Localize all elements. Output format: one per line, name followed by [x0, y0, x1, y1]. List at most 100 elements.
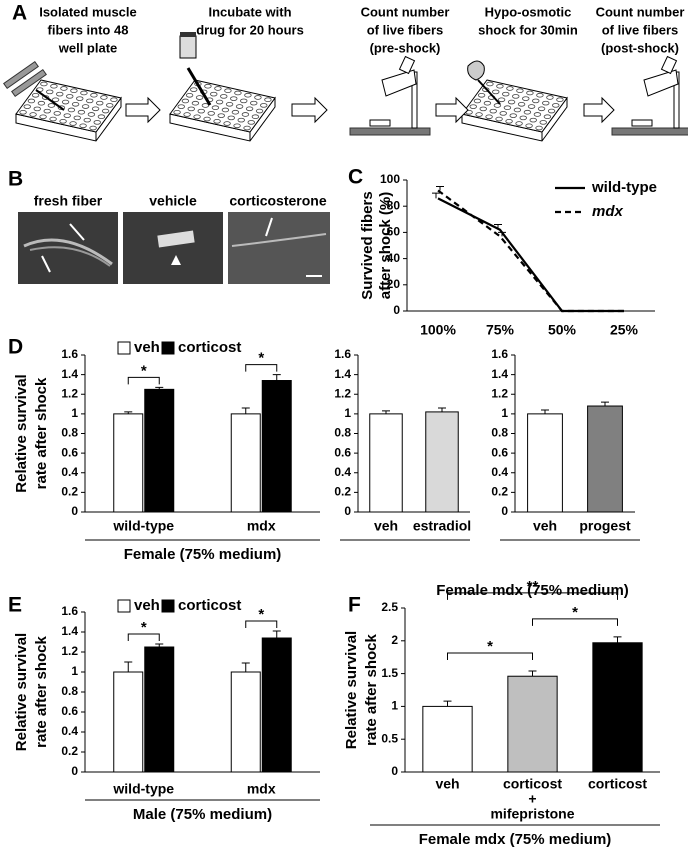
- bar: [144, 646, 175, 773]
- well: [211, 105, 220, 111]
- y-tick-label: 2: [391, 633, 398, 647]
- y-tick-label: 1.6: [61, 604, 78, 618]
- y-axis-label: rate after shock: [33, 377, 50, 489]
- y-tick-label: 80: [387, 198, 401, 212]
- fiber: [29, 246, 111, 267]
- significance-label: *: [141, 619, 147, 636]
- error-bar: [272, 630, 281, 638]
- bar: [425, 411, 459, 513]
- well: [529, 117, 537, 123]
- x-axis-label: Male (75% medium): [133, 806, 272, 823]
- y-tick-label: 0: [71, 764, 78, 778]
- well: [187, 106, 195, 112]
- panel-label: D: [8, 336, 23, 359]
- well: [264, 97, 272, 103]
- well: [80, 90, 88, 96]
- well: [515, 121, 523, 126]
- well: [234, 90, 242, 96]
- x-axis-label: Female (75% medium): [124, 546, 282, 563]
- well: [173, 109, 181, 115]
- y-tick-label: 0: [501, 504, 508, 518]
- y-tick-label: 0.2: [334, 485, 351, 499]
- error-bar: [528, 670, 537, 677]
- well: [493, 103, 502, 108]
- well: [50, 83, 58, 89]
- y-tick-label: 1.2: [334, 386, 351, 400]
- well: [486, 81, 494, 87]
- well: [231, 109, 240, 115]
- well: [46, 89, 54, 95]
- y-tick-label: 0.4: [61, 465, 78, 479]
- y-tick-label: 0.6: [491, 445, 508, 459]
- well: [60, 86, 68, 91]
- step-text: (post-shock): [601, 40, 679, 55]
- y-tick-label: 0.5: [381, 731, 398, 745]
- x-tick-label: 75%: [486, 322, 515, 338]
- y-tick-label: 0.8: [61, 426, 78, 440]
- step-text: (pre-shock): [370, 40, 441, 55]
- y-tick-label: 0: [393, 303, 400, 317]
- error-bar: [241, 662, 250, 672]
- well: [213, 118, 221, 124]
- significance-label: *: [487, 638, 493, 655]
- step-text: drug for 20 hours: [196, 22, 304, 37]
- y-tick-label: 0.6: [61, 445, 78, 459]
- well: [66, 94, 74, 99]
- microscope-stage: [631, 119, 653, 127]
- y-tick-label: 1.6: [491, 347, 508, 361]
- microscope-head: [643, 69, 679, 97]
- well: [543, 114, 552, 120]
- y-tick-label: 1: [391, 699, 398, 713]
- well: [191, 100, 200, 106]
- well: [527, 104, 536, 109]
- micrograph-label: vehicle: [149, 193, 197, 209]
- flow-arrow: [291, 96, 328, 124]
- well: [556, 97, 564, 103]
- y-tick-label: 0.8: [61, 684, 78, 698]
- step-text: Isolated muscle: [39, 4, 137, 19]
- x-tick-label: 100%: [420, 322, 456, 338]
- well: [523, 109, 532, 115]
- well: [503, 105, 512, 111]
- well: [59, 118, 67, 124]
- well: [537, 106, 546, 112]
- well: [47, 103, 56, 108]
- well: [23, 104, 31, 109]
- well: [517, 101, 526, 107]
- well: [260, 103, 268, 108]
- well: [479, 106, 487, 112]
- x-tick-label: mifepristone: [490, 806, 574, 822]
- well: [40, 81, 48, 87]
- significance-label: *: [572, 604, 578, 621]
- error-bar: [432, 192, 440, 199]
- microscope-base: [611, 127, 688, 136]
- y-tick-label: 20: [387, 277, 401, 291]
- well: [539, 120, 547, 125]
- well: [185, 92, 194, 98]
- well: [505, 118, 513, 124]
- well: [469, 104, 477, 109]
- well: [506, 86, 514, 91]
- bar: [113, 671, 144, 773]
- error-bar: [436, 186, 444, 191]
- y-tick-label: 1.2: [61, 644, 78, 658]
- legend-label: mdx: [592, 203, 624, 220]
- panel-label: C: [348, 166, 363, 189]
- well: [244, 92, 252, 98]
- flow-arrow: [435, 96, 469, 124]
- well: [101, 108, 110, 114]
- well: [203, 116, 211, 122]
- y-tick-label: 1: [344, 406, 351, 420]
- y-tick-label: 1: [71, 664, 78, 678]
- well: [533, 112, 542, 117]
- y-tick-label: 0.8: [334, 426, 351, 440]
- well: [220, 94, 228, 99]
- well: [254, 95, 262, 100]
- legend-label: wild-type: [591, 179, 657, 196]
- bar: [230, 413, 261, 513]
- needle: [35, 89, 65, 111]
- well: [224, 88, 232, 94]
- well: [522, 96, 530, 101]
- well: [245, 106, 254, 112]
